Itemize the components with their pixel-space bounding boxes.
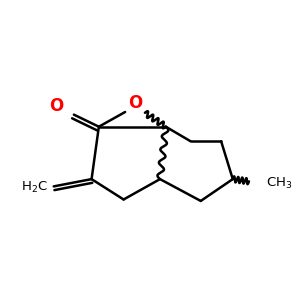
- Text: O: O: [128, 94, 142, 112]
- Text: CH$_3$: CH$_3$: [266, 176, 292, 191]
- Text: O: O: [49, 97, 63, 115]
- Text: H$_2$C: H$_2$C: [21, 180, 48, 195]
